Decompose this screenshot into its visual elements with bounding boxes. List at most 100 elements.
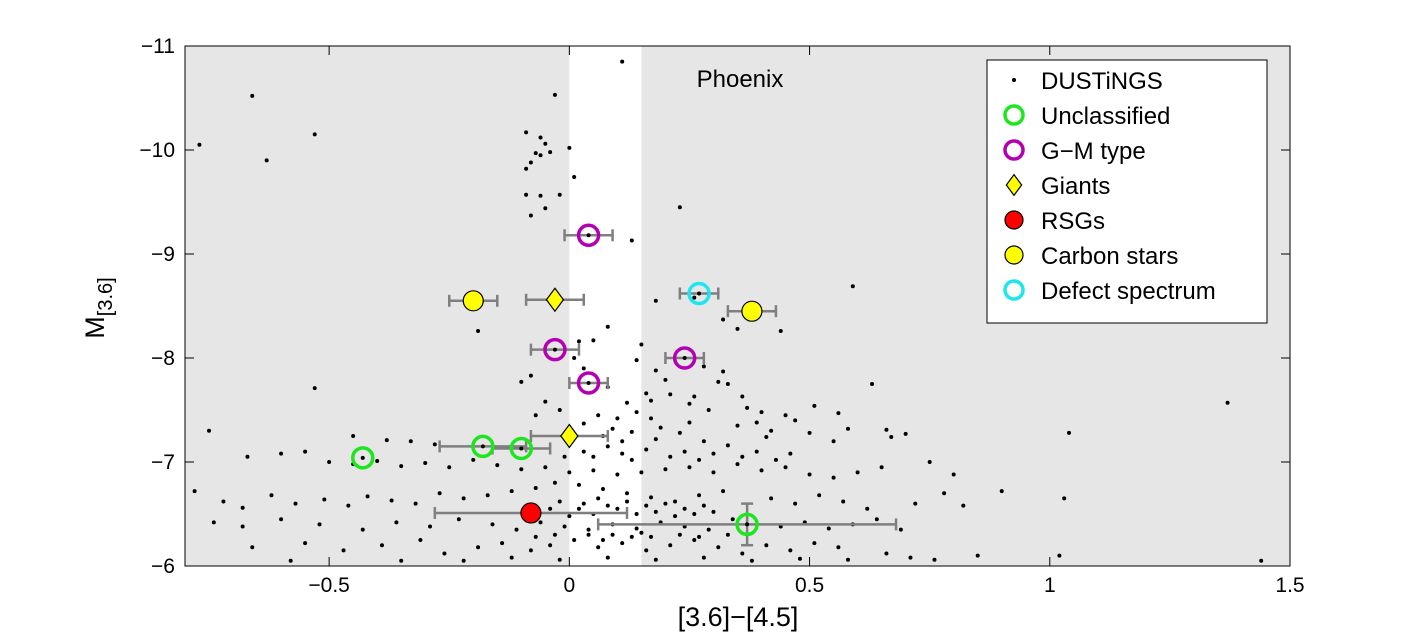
dustings-point [476, 328, 481, 333]
dustings-point [649, 398, 654, 403]
dustings-point [533, 151, 538, 156]
dustings-point [1062, 496, 1067, 501]
dustings-point [653, 557, 658, 562]
y-tick-label: −6 [151, 555, 175, 578]
dustings-point [999, 489, 1004, 494]
dustings-point [394, 520, 399, 525]
dustings-point [552, 92, 557, 97]
dustings-point [898, 527, 903, 532]
dustings-point [548, 506, 553, 511]
dustings-point [567, 514, 572, 519]
dustings-point [581, 449, 586, 454]
dustings-point [456, 517, 461, 522]
y-tick-label: −10 [139, 139, 175, 162]
dustings-point [221, 499, 226, 504]
dustings-point [461, 558, 466, 563]
dustings-point [288, 558, 293, 563]
dustings-point [360, 527, 365, 532]
classified-point-center [519, 446, 524, 451]
dustings-point [721, 369, 726, 374]
dustings-point [437, 491, 442, 496]
dustings-point [543, 465, 548, 470]
dustings-point [528, 160, 533, 165]
dustings-point [783, 413, 788, 418]
dustings-point [836, 545, 841, 550]
dustings-point [413, 501, 418, 506]
legend-marker [1004, 245, 1024, 265]
dustings-point [615, 506, 620, 511]
dustings-point [528, 213, 533, 218]
dustings-point [629, 238, 634, 243]
dustings-point [653, 509, 658, 514]
dustings-point [586, 532, 591, 537]
dustings-point [365, 494, 370, 499]
dustings-point [701, 503, 706, 508]
dustings-point [778, 328, 783, 333]
dustings-point [442, 551, 447, 556]
dustings-point [317, 522, 322, 527]
dustings-point [740, 454, 745, 459]
dustings-point [605, 324, 610, 329]
dustings-point [245, 454, 250, 459]
dustings-point [596, 496, 601, 501]
x-axis-ticks: −0.5 0 0.5 1 1.5 [308, 46, 1305, 597]
legend-label: RSGs [1041, 208, 1105, 235]
legend-label: DUSTiNGS [1041, 68, 1163, 95]
dustings-point [524, 192, 529, 197]
x-tick-label: 1.5 [1275, 574, 1304, 597]
dustings-point [586, 527, 591, 532]
dustings-point [653, 437, 658, 442]
dustings-point [322, 497, 327, 502]
dustings-point [745, 405, 750, 410]
legend-marker [1012, 78, 1016, 82]
dustings-point [812, 541, 817, 546]
gm-type-marker [672, 346, 697, 370]
dustings-point [716, 379, 721, 384]
dustings-point [716, 545, 721, 550]
unclassified-marker [351, 446, 375, 470]
dustings-point [538, 193, 543, 198]
dustings-point [754, 449, 759, 454]
dustings-point [379, 543, 384, 548]
dustings-point [572, 356, 577, 360]
dustings-point [668, 392, 673, 397]
dustings-point [605, 444, 610, 449]
dustings-point [346, 503, 351, 508]
dustings-point [783, 465, 788, 470]
dustings-point [519, 467, 524, 472]
dustings-point [793, 501, 798, 506]
dustings-point [673, 514, 678, 519]
dustings-point [192, 489, 197, 494]
dustings-point [509, 489, 514, 494]
dustings-point [692, 295, 697, 300]
dustings-point [841, 499, 846, 504]
dustings-point [653, 298, 658, 303]
giant-marker [560, 423, 579, 449]
legend-box [986, 59, 1268, 324]
dustings-point [250, 93, 255, 98]
dustings-point [572, 175, 577, 180]
dustings-point [870, 382, 875, 386]
x-tick-label: 1 [1044, 574, 1056, 597]
dustings-point [533, 413, 538, 418]
dustings-point [600, 538, 605, 542]
dustings-point [692, 394, 697, 399]
dustings-point [658, 425, 663, 430]
dustings-point [634, 410, 639, 415]
dustings-point [519, 379, 524, 384]
dustings-point [533, 534, 538, 539]
dustings-point [846, 426, 850, 431]
dustings-point [615, 472, 620, 477]
dustings-point [399, 464, 404, 469]
dustings-point [514, 527, 519, 532]
dustings-point [663, 467, 668, 472]
dustings-point [701, 364, 706, 369]
dustings-point [639, 470, 644, 475]
dustings-point [1225, 400, 1230, 405]
dustings-point [279, 451, 284, 456]
dustings-point [706, 408, 711, 412]
carbon-star-marker [462, 290, 484, 312]
dustings-point [562, 524, 567, 529]
shaded-region-left [185, 46, 570, 566]
dustings-point [461, 496, 466, 501]
